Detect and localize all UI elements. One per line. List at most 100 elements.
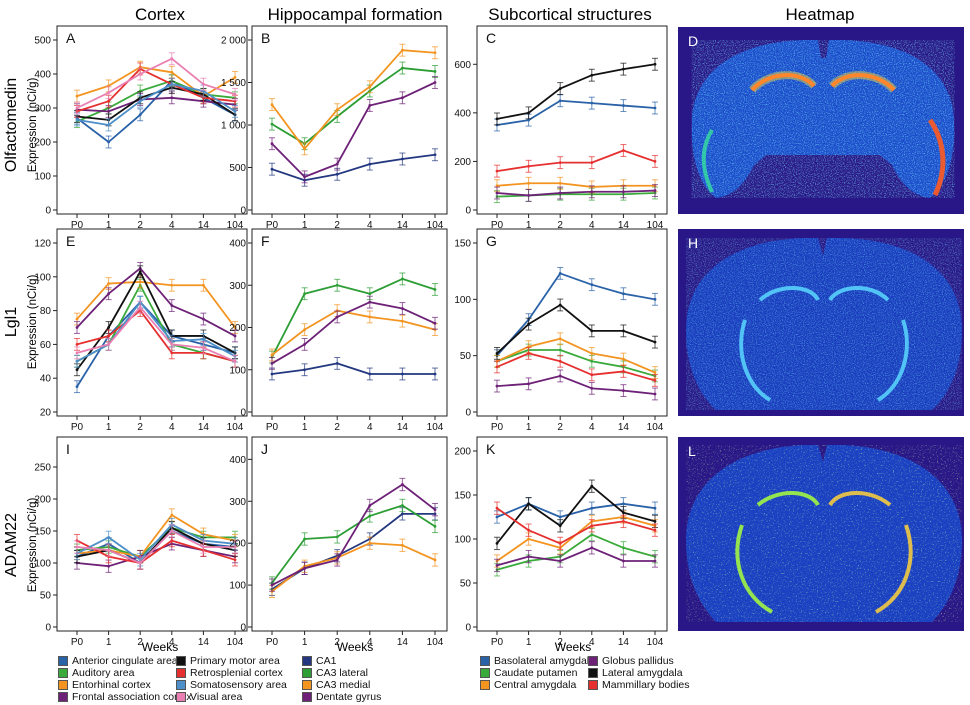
legend-swatch (58, 680, 68, 691)
data-point (368, 104, 372, 107)
data-point (590, 190, 594, 194)
series-visual-area (74, 52, 238, 115)
chart-panel-g: 0 50 100 150 P0 1 2 4 14 104 G (454, 228, 668, 433)
series-basolateral-amygdala (494, 267, 658, 363)
data-point (653, 189, 657, 192)
heatmap-d-brain-grain (691, 40, 955, 198)
series-line (76, 539, 236, 564)
y-tick-label: 120 (34, 239, 51, 250)
row-title-adam22: ADAM22 (3, 513, 20, 577)
xlabel-hippocampal: Weeks (337, 640, 373, 654)
series-line (496, 189, 656, 197)
y-tick-label: 400 (229, 239, 246, 250)
chart-panel-k: 0 50 100 150 200 P0 1 2 4 14 104 K (454, 436, 668, 648)
data-point (401, 48, 404, 52)
y-tick-label: 0 (240, 623, 246, 634)
heatmap-l-hippocampus-right (828, 491, 913, 614)
data-point (368, 372, 372, 376)
data-point (622, 511, 625, 514)
data-point (170, 304, 174, 307)
data-point (368, 292, 372, 296)
xlabel-cortex: Weeks (142, 640, 178, 654)
x-tick-label: 14 (198, 220, 210, 231)
data-point (335, 162, 339, 166)
data-point (270, 142, 274, 146)
data-point (401, 66, 404, 70)
legend-item: Visual area (176, 691, 242, 703)
legend-swatch (176, 680, 186, 691)
y-tick-label: 150 (454, 239, 471, 250)
x-tick-label: 14 (198, 637, 210, 648)
data-point (303, 343, 306, 346)
legend-label: Visual area (190, 691, 243, 704)
data-point (303, 566, 306, 570)
legend-swatch (480, 656, 490, 667)
legend-item: Entorhinal cortex (58, 679, 151, 691)
xlabel-subcortical: Weeks (555, 640, 591, 654)
chart-panel-e: 20 40 60 80 100 120 P0 1 2 4 14 104 E (34, 228, 248, 433)
data-point (303, 537, 306, 541)
data-point (653, 340, 657, 344)
x-tick-label: 104 (647, 637, 664, 648)
data-point (558, 303, 562, 307)
data-point (558, 559, 562, 563)
row-title-olfactomedin: Olfactomedin (3, 78, 20, 172)
x-tick-label: 14 (618, 220, 630, 231)
x-tick-label: 1 (106, 220, 112, 231)
data-point (107, 326, 110, 329)
data-point (622, 149, 625, 152)
data-point (75, 368, 79, 372)
data-point (368, 514, 372, 518)
legend-item: Anterior cingulate area (58, 655, 178, 667)
series-line (496, 502, 656, 518)
data-point (495, 352, 499, 355)
legend-item: Mammillary bodies (588, 679, 690, 691)
data-point (590, 506, 594, 510)
data-point (433, 70, 437, 73)
x-tick-label: 104 (227, 422, 244, 433)
x-tick-label: 104 (227, 220, 244, 231)
data-point (170, 96, 174, 100)
data-point (401, 96, 404, 100)
data-point (401, 483, 404, 486)
data-point (527, 118, 530, 122)
panel-letter: B (261, 30, 270, 46)
y-tick-label: 80 (40, 306, 52, 317)
data-point (622, 546, 625, 550)
legend-label: Primary motor area (190, 655, 280, 668)
data-point (401, 277, 404, 281)
data-point (233, 545, 237, 549)
x-tick-label: 2 (137, 220, 143, 231)
data-point (107, 123, 110, 127)
y-tick-label: 400 (229, 455, 246, 466)
x-tick-label: 104 (647, 220, 664, 231)
series-lateral-amygdala (494, 298, 658, 360)
data-point (107, 99, 110, 103)
x-tick-label: 14 (618, 637, 630, 648)
legend-label: Caudate putamen (494, 667, 578, 680)
legend-label: Auditory area (72, 667, 135, 680)
series-line (76, 57, 236, 109)
panel-letter: E (66, 233, 75, 249)
data-point (270, 167, 274, 171)
data-point (75, 351, 79, 355)
x-tick-label: 4 (589, 422, 595, 433)
x-tick-label: 2 (557, 422, 563, 433)
data-point (138, 72, 142, 76)
series-line (496, 349, 656, 377)
data-point (653, 371, 657, 374)
heatmap-panel-d: D (678, 27, 964, 214)
heatmap-panel-h: H (678, 229, 964, 416)
legend-hippocampal: CA1 CA3 lateral CA3 medial Dentate gyrus (302, 655, 422, 705)
data-point (401, 512, 404, 516)
x-tick-label: 104 (227, 637, 244, 648)
legend-item: Somatosensory area (176, 679, 287, 691)
data-point (527, 502, 530, 506)
legend-item: CA3 lateral (302, 667, 368, 679)
series-line (496, 149, 656, 173)
ylabel-row2: Expression (nCi/g) (27, 275, 39, 370)
x-tick-label: 1 (106, 422, 112, 433)
data-point (622, 67, 625, 71)
legend-swatch (302, 656, 312, 667)
legend-item: Primary motor area (176, 655, 280, 667)
